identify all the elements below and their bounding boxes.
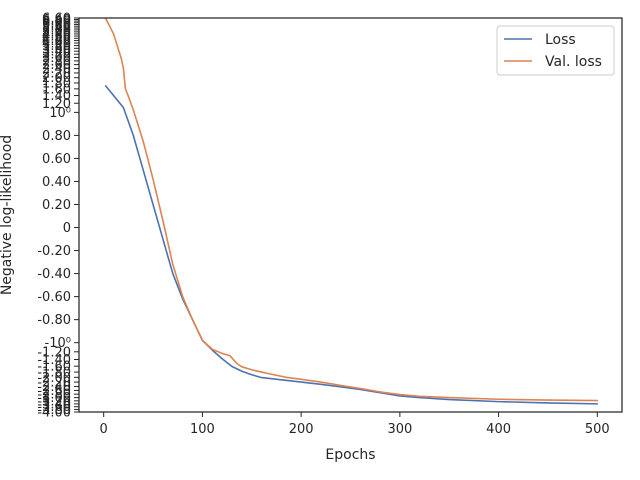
- x-tick-label: 0: [100, 422, 108, 437]
- x-tick-label: 200: [289, 422, 314, 437]
- y-tick-label: 1.20: [42, 97, 71, 112]
- y-tick-label: -3.20: [37, 394, 71, 409]
- y-tick-label: -1.40: [37, 353, 71, 368]
- y-tick-label: 3.00: [42, 51, 71, 66]
- y-tick-label: 2.40: [42, 62, 71, 77]
- y-tick-label: -2.80: [37, 388, 71, 403]
- y-tick-label: -2.60: [37, 384, 71, 399]
- y-tick-label: 2.20: [42, 66, 71, 81]
- y-tick-label: -1.60: [37, 360, 71, 375]
- legend-label: Loss: [545, 32, 576, 48]
- y-tick-label: 3.60: [42, 42, 71, 57]
- x-tick-label: 300: [387, 422, 412, 437]
- y-tick-label: 3.40: [42, 45, 71, 60]
- y-tick-label: 3.80: [42, 39, 71, 54]
- x-axis-label: Epochs: [325, 447, 375, 463]
- y-tick-label: -2.00: [37, 371, 71, 386]
- y-tick-label: 6.40: [42, 13, 71, 28]
- x-tick-label: 500: [585, 422, 610, 437]
- y-tick-label: -2.20: [37, 376, 71, 391]
- y-tick-label: -3.40: [37, 397, 71, 412]
- y-tick-label: -1.20: [37, 345, 71, 360]
- y-tick-label: 4.00: [42, 37, 71, 52]
- y-tick-label: 0.40: [42, 175, 71, 190]
- y-tick-label: -10⁰: [45, 336, 71, 351]
- y-tick-label: 4.40: [42, 32, 71, 47]
- y-tick-label: 2.60: [42, 58, 71, 73]
- y-tick-label: -2.40: [37, 380, 71, 395]
- legend: Loss Val. loss: [496, 25, 615, 76]
- y-tick-label: -1.80: [37, 366, 71, 381]
- y-tick-label: -3.80: [37, 403, 71, 418]
- x-tick-label: 100: [190, 422, 215, 437]
- plot-frame: [78, 17, 623, 413]
- y-tick-label: 1.40: [42, 89, 71, 104]
- y-tick-label: -4.00: [37, 406, 71, 421]
- y-tick-label: -3.60: [37, 400, 71, 415]
- y-tick-label: -3.00: [37, 391, 71, 406]
- y-tick-label: 0.20: [42, 198, 71, 213]
- y-tick-label: -0.40: [37, 267, 71, 282]
- y-tick-label: 0.80: [42, 129, 71, 144]
- y-tick-label: 0: [63, 221, 71, 236]
- y-tick-label: 1.80: [42, 76, 71, 91]
- y-tick-label: 6.60: [42, 12, 71, 27]
- y-tick-label: 1.60: [42, 82, 71, 97]
- y-tick-label: 5.00: [42, 25, 71, 40]
- x-tick-label: 400: [486, 422, 511, 437]
- y-tick-label: 6.20: [42, 15, 71, 30]
- y-tick-label: 2.00: [42, 71, 71, 86]
- legend-label: Val. loss: [545, 54, 602, 70]
- plot-lines: [104, 17, 599, 405]
- y-tick-label: -0.80: [37, 313, 71, 328]
- y-tick-label: 4.60: [42, 30, 71, 45]
- y-tick-label: 4.80: [42, 27, 71, 42]
- series-line-val-loss: [104, 17, 599, 402]
- y-tick-label: 5.60: [42, 20, 71, 35]
- y-tick-label: 2.80: [42, 54, 71, 69]
- y-tick-label: -0.20: [37, 244, 71, 259]
- x-axis: 0 100 200 300 400 500: [100, 412, 610, 437]
- y-tick-label: 10⁰: [49, 106, 71, 121]
- y-tick-label: -0.60: [37, 290, 71, 305]
- y-axis: 6.606.406.206.005.805.605.405.205.004.80…: [37, 12, 79, 421]
- y-tick-label: 3.20: [42, 48, 71, 63]
- y-tick-label: 5.40: [42, 22, 71, 37]
- y-tick-label: 0.60: [42, 152, 71, 167]
- y-tick-label: 5.80: [42, 18, 71, 33]
- series-line-loss: [104, 85, 599, 405]
- y-tick-label: 4.20: [42, 34, 71, 49]
- y-tick-label: 5.20: [42, 23, 71, 38]
- y-tick-label: 6.00: [42, 16, 71, 31]
- y-axis-label: Negative log-likelihood: [0, 135, 15, 295]
